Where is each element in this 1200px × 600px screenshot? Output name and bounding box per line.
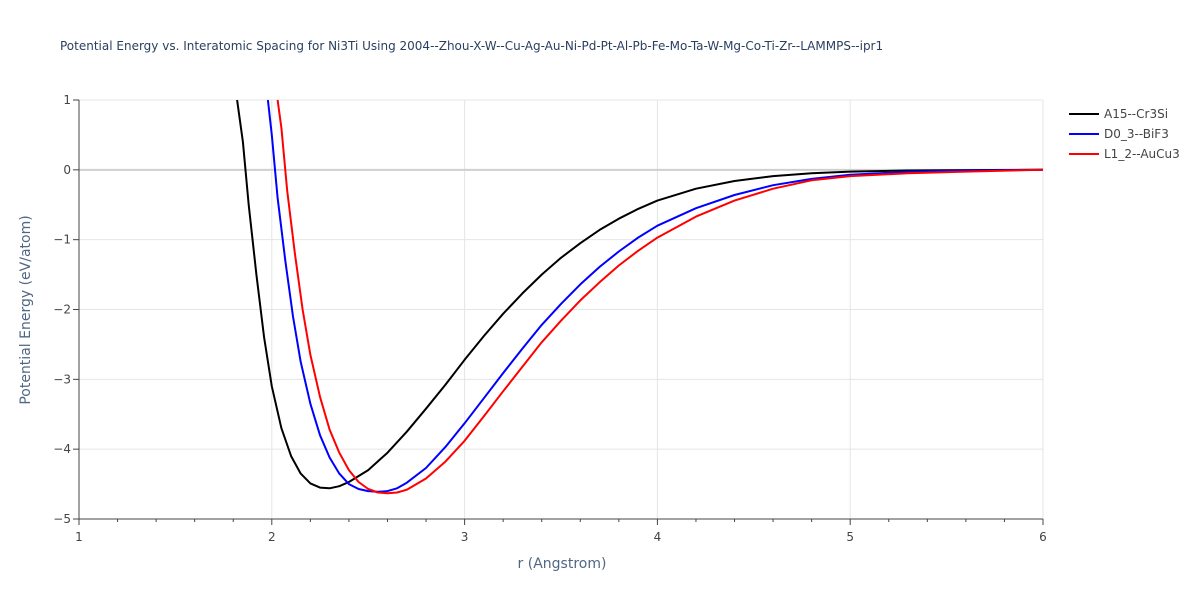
y-tick-label: −2 — [53, 303, 71, 317]
legend-label[interactable]: D0_3--BiF3 — [1104, 127, 1169, 141]
y-tick-label: 1 — [63, 93, 71, 107]
axes-layer: 1 2 3 4 5 6 1 0 −1 −2 −3 −4 −5 — [53, 93, 1047, 544]
plot-layer — [236, 100, 1043, 495]
legend[interactable]: A15--Cr3Si D0_3--BiF3 L1_2--AuCu3 — [1069, 107, 1180, 161]
y-tick-label: 0 — [63, 163, 71, 177]
series-line-2 — [276, 100, 1043, 495]
legend-label[interactable]: L1_2--AuCu3 — [1104, 147, 1180, 161]
grid-layer — [79, 99, 1044, 519]
x-tick-label: 6 — [1039, 530, 1047, 544]
legend-label[interactable]: A15--Cr3Si — [1104, 107, 1168, 121]
x-tick-label: 4 — [654, 530, 662, 544]
x-axis-title: r (Angstrom) — [518, 556, 607, 572]
y-tick-label: −3 — [53, 372, 71, 386]
series-line-1 — [266, 100, 1043, 493]
x-tick-label: 2 — [268, 530, 276, 544]
x-tick-label: 5 — [846, 530, 854, 544]
y-tick-label: −1 — [53, 233, 71, 247]
y-axis-title: Potential Energy (eV/atom) — [18, 215, 34, 404]
x-tick-label: 1 — [75, 530, 83, 544]
chart-title: Potential Energy vs. Interatomic Spacing… — [60, 39, 883, 53]
series-line-0 — [236, 100, 1043, 490]
y-tick-label: −5 — [53, 512, 71, 526]
x-tick-label: 3 — [461, 530, 469, 544]
y-tick-label: −4 — [53, 442, 71, 456]
